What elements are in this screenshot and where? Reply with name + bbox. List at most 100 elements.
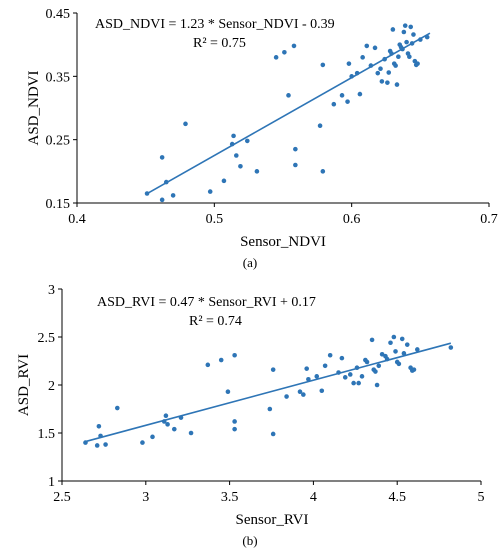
r-squared-b: R² = 0.74: [189, 314, 242, 329]
data-point: [103, 442, 108, 447]
equation-a: ASD_NDVI = 1.23 * Sensor_NDVI - 0.39: [95, 17, 335, 32]
data-point: [342, 375, 348, 380]
data-point: [238, 163, 243, 169]
equation-b: ASD_RVI = 0.47 * Sensor_RVI + 0.17: [97, 295, 316, 310]
data-point: [393, 63, 398, 68]
data-point: [372, 45, 378, 51]
data-point: [390, 27, 396, 32]
data-point: [349, 74, 354, 79]
y-tick-label: 0.35: [46, 70, 71, 85]
data-point: [98, 433, 103, 439]
data-point: [188, 430, 194, 436]
data-point: [336, 370, 341, 375]
x-tick-label: 3.5: [221, 490, 239, 505]
trendline-b: [85, 342, 452, 443]
data-point: [170, 193, 176, 198]
data-point: [411, 367, 417, 372]
data-point: [408, 24, 414, 30]
data-point: [314, 374, 320, 379]
data-point: [96, 423, 102, 429]
data-point: [270, 431, 276, 437]
data-point: [354, 365, 360, 371]
data-point: [319, 388, 325, 394]
data-point: [297, 389, 303, 395]
data-point: [320, 169, 326, 174]
data-point: [231, 133, 236, 139]
data-point: [448, 345, 454, 350]
panel-label-b: (b): [242, 533, 257, 548]
data-point: [270, 367, 276, 372]
data-point: [273, 55, 279, 60]
y-tick-label: 3: [48, 283, 55, 298]
y-tick-label: 1.5: [38, 427, 56, 442]
data-point: [322, 363, 328, 369]
data-point: [159, 155, 165, 160]
x-tick-labels-a: 0.4 0.5 0.6 0.7: [68, 203, 498, 227]
data-point: [150, 434, 155, 440]
data-point: [394, 82, 400, 87]
data-point: [304, 366, 309, 371]
x-tick-label: 4: [310, 490, 317, 505]
data-point: [291, 43, 297, 49]
data-point: [232, 419, 237, 424]
data-point: [415, 61, 420, 66]
scatter-points-a: [144, 23, 430, 203]
chart-panel-b: 1 1.5 2 2.5 3 2.5 3 3.5 4 4.5 5 ASD_RVI = 0.47 * …: [16, 283, 485, 548]
data-point: [400, 46, 405, 52]
data-point: [396, 54, 401, 59]
data-point: [327, 352, 333, 358]
data-point: [379, 351, 385, 357]
y-tick-label: 2.5: [38, 331, 56, 346]
data-point: [221, 178, 227, 184]
data-point: [379, 79, 385, 84]
y-axis-title-b: ASD_RVI: [16, 354, 32, 416]
data-point: [401, 351, 407, 356]
data-point: [301, 392, 306, 397]
x-tick-label: 0.7: [480, 212, 498, 227]
data-point: [267, 406, 273, 412]
data-point: [165, 422, 170, 427]
data-point: [385, 80, 390, 85]
data-point: [234, 153, 239, 158]
x-tick-labels-b: 2.5 3 3.5 4 4.5 5: [53, 481, 485, 505]
x-axis-title-b: Sensor_RVI: [236, 512, 309, 528]
data-point: [339, 93, 345, 98]
data-point: [399, 336, 405, 342]
data-point: [331, 101, 337, 107]
chart-panel-a: 0.15 0.25 0.35 0.45 0.4 0.5 0.6 0.7 ASD_NDVI =…: [26, 7, 498, 270]
data-point: [393, 349, 398, 354]
data-point: [159, 197, 165, 203]
data-point: [232, 426, 237, 432]
data-point: [356, 380, 361, 386]
data-point: [373, 369, 378, 374]
data-point: [389, 51, 394, 56]
x-tick-label: 0.6: [343, 212, 361, 227]
x-tick-label: 0.4: [68, 212, 86, 227]
x-tick-label: 4.5: [388, 490, 406, 505]
data-point: [232, 352, 237, 358]
data-point: [364, 43, 370, 49]
data-point: [409, 41, 415, 46]
data-point: [293, 146, 298, 152]
data-point: [161, 419, 167, 424]
y-tick-label: 0.45: [46, 7, 71, 22]
data-point: [317, 123, 323, 129]
x-axis-title-a: Sensor_NDVI: [240, 234, 326, 250]
x-tick-label: 3: [142, 490, 149, 505]
data-point: [424, 34, 430, 40]
data-point: [369, 337, 375, 343]
data-point: [382, 56, 387, 62]
data-point: [218, 357, 224, 363]
data-point: [346, 61, 352, 66]
panel-label-a: (a): [243, 255, 257, 270]
data-point: [364, 359, 370, 365]
data-point: [178, 415, 184, 420]
data-point: [306, 376, 311, 382]
data-point: [404, 342, 410, 347]
y-tick-label: 0.25: [46, 134, 71, 149]
data-point: [360, 55, 365, 60]
data-point: [282, 49, 287, 55]
data-point: [244, 138, 250, 144]
data-point: [418, 37, 423, 42]
data-point: [407, 54, 412, 59]
